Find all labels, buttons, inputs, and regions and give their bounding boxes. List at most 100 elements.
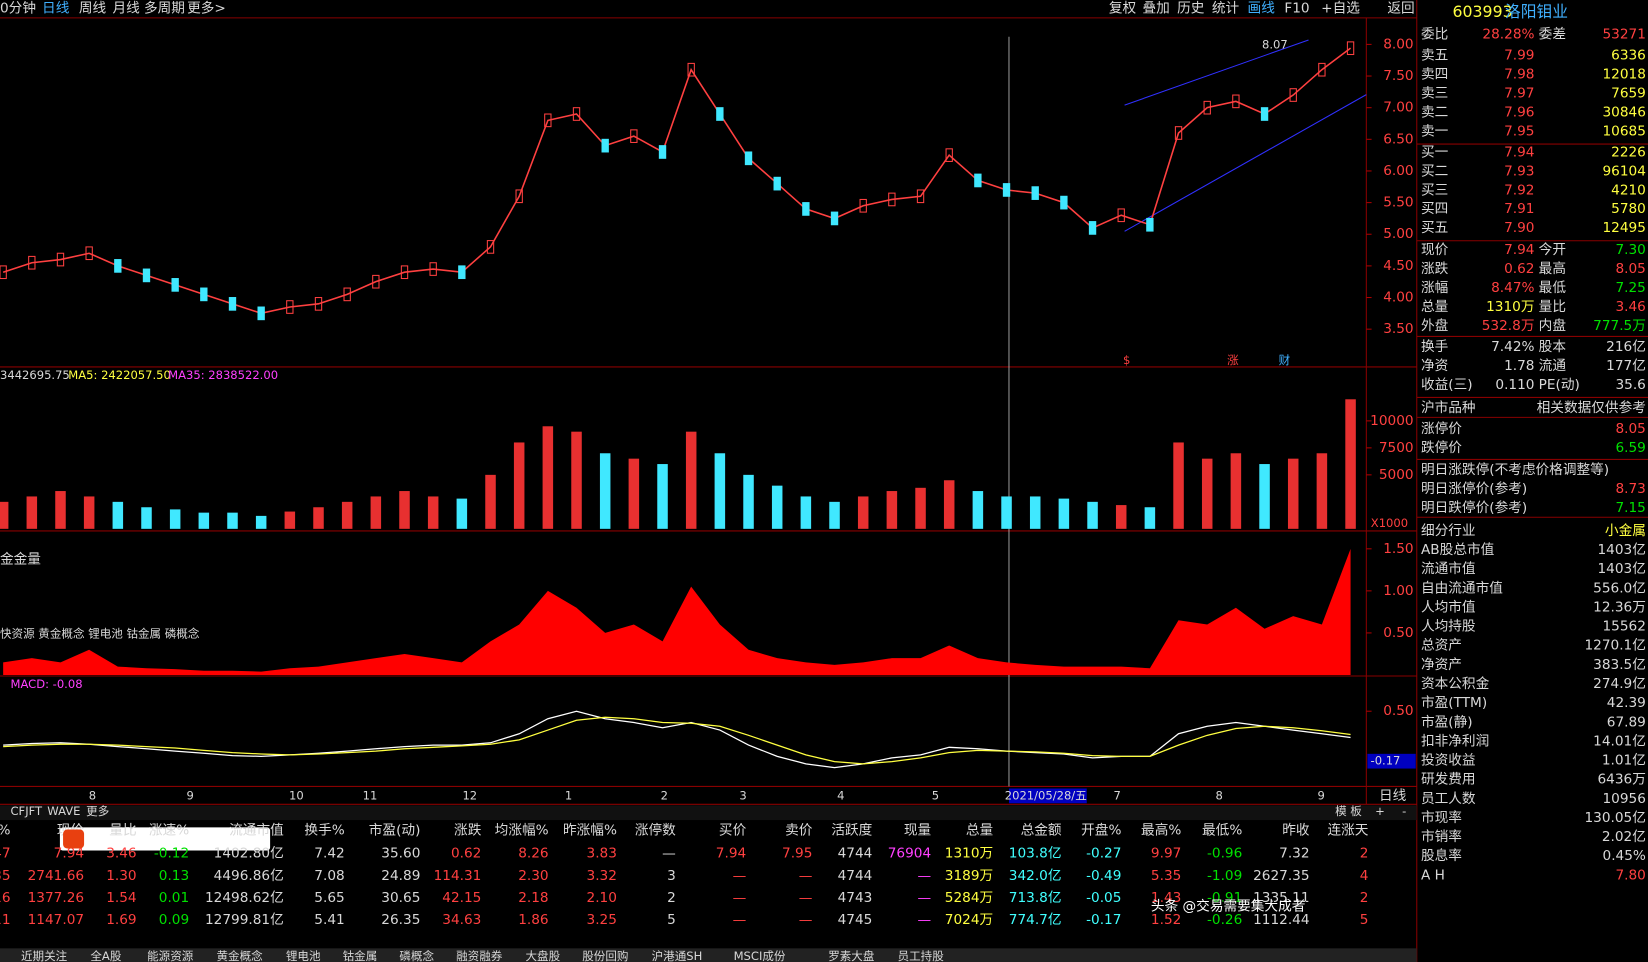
- button[interactable]: 模 板: [1335, 804, 1362, 818]
- table-cell[interactable]: 3.25: [587, 912, 617, 928]
- table-cell[interactable]: 713.8亿: [1009, 890, 1062, 906]
- table-cell[interactable]: —: [662, 846, 676, 862]
- tab[interactable]: 全A股: [90, 949, 121, 962]
- table-cell[interactable]: —: [799, 912, 813, 928]
- table-cell[interactable]: —: [799, 868, 813, 884]
- table-cell[interactable]: 1402.80亿: [214, 846, 284, 862]
- toolbar-button[interactable]: 返回: [1387, 0, 1414, 16]
- table-cell[interactable]: -0.96: [1207, 846, 1242, 862]
- table-cell[interactable]: 30.65: [381, 890, 420, 906]
- table-cell[interactable]: 5284万: [945, 890, 993, 906]
- table-cell[interactable]: 103.8亿: [1009, 846, 1062, 862]
- table-cell[interactable]: 7.95: [782, 846, 812, 862]
- tab[interactable]: 磷概念: [399, 949, 434, 962]
- table-cell[interactable]: 2.30: [518, 868, 548, 884]
- toolbar-button[interactable]: 周线: [79, 0, 107, 16]
- toolbar-button[interactable]: 历史: [1177, 0, 1205, 16]
- table-cell[interactable]: 342.0亿: [1009, 868, 1062, 884]
- table-cell[interactable]: 1.69: [106, 912, 136, 928]
- table-cell[interactable]: 2: [1360, 890, 1369, 906]
- table-cell[interactable]: 2627.35: [1253, 868, 1309, 884]
- tab[interactable]: 沪港通SH: [652, 949, 703, 962]
- table-cell[interactable]: -0.27: [1086, 846, 1121, 862]
- table-cell[interactable]: —: [733, 890, 747, 906]
- table-cell[interactable]: 47: [0, 846, 11, 862]
- table-cell[interactable]: 1.86: [518, 912, 548, 928]
- table-cell[interactable]: 3.46: [106, 846, 136, 862]
- table-cell[interactable]: -0.49: [1086, 868, 1121, 884]
- table-cell[interactable]: 2.18: [518, 890, 548, 906]
- table-cell[interactable]: 26.35: [381, 912, 420, 928]
- table-cell[interactable]: 3.32: [587, 868, 617, 884]
- table-cell[interactable]: —: [799, 890, 813, 906]
- table-cell[interactable]: 774.7亿: [1009, 912, 1062, 928]
- table-cell[interactable]: 7.94: [54, 846, 84, 862]
- table-cell[interactable]: 7.08: [314, 868, 344, 884]
- table-cell[interactable]: 7.94: [716, 846, 746, 862]
- toolbar-button[interactable]: F10: [1284, 0, 1309, 16]
- table-cell[interactable]: 12498.62亿: [205, 890, 284, 906]
- table-cell[interactable]: -0.91: [1207, 890, 1242, 906]
- table-cell[interactable]: 1335.11: [1253, 890, 1309, 906]
- tab[interactable]: 锂电池: [286, 949, 321, 962]
- tab[interactable]: 员工持股: [898, 949, 945, 962]
- table-cell[interactable]: 1.30: [106, 868, 136, 884]
- table-cell[interactable]: —: [733, 868, 747, 884]
- tab[interactable]: 更多: [86, 804, 109, 818]
- table-cell[interactable]: -0.17: [1086, 912, 1121, 928]
- table-cell[interactable]: -0.12: [154, 846, 189, 862]
- table-cell[interactable]: 5.35: [1151, 868, 1181, 884]
- table-cell[interactable]: 2: [1360, 846, 1369, 862]
- table-cell[interactable]: 4744: [838, 846, 873, 862]
- table-cell[interactable]: 5.41: [314, 912, 344, 928]
- tab[interactable]: 钴金属: [343, 949, 378, 962]
- table-cell[interactable]: 24.89: [381, 868, 420, 884]
- tab[interactable]: 融资融券: [456, 949, 503, 962]
- table-cell[interactable]: 5.65: [314, 890, 344, 906]
- table-cell[interactable]: 2741.66: [28, 868, 84, 884]
- tab[interactable]: 黄金概念: [217, 949, 264, 962]
- button[interactable]: -: [1402, 804, 1406, 818]
- table-cell[interactable]: 1377.26: [28, 890, 84, 906]
- table-cell[interactable]: 114.31: [434, 868, 482, 884]
- toolbar-button[interactable]: 0分钟: [0, 0, 36, 16]
- toolbar-button[interactable]: 复权: [1109, 0, 1137, 16]
- toolbar-button[interactable]: 画线: [1248, 0, 1276, 16]
- table-cell[interactable]: 1.54: [106, 890, 136, 906]
- table-cell[interactable]: -1.09: [1207, 868, 1242, 884]
- tab[interactable]: 近期关注: [21, 949, 68, 962]
- toolbar-button[interactable]: 月线: [112, 0, 140, 16]
- table-cell[interactable]: 1.43: [1151, 890, 1181, 906]
- tab[interactable]: 罗素大盘: [828, 949, 875, 962]
- table-cell[interactable]: 11: [0, 912, 11, 928]
- table-cell[interactable]: 35: [0, 868, 11, 884]
- table-cell[interactable]: —: [918, 890, 932, 906]
- table-cell[interactable]: 5: [1360, 912, 1369, 928]
- table-cell[interactable]: -0.05: [1086, 890, 1121, 906]
- tab[interactable]: 股份回购: [582, 949, 628, 962]
- table-cell[interactable]: 5: [667, 912, 676, 928]
- toolbar-button[interactable]: 统计: [1212, 0, 1240, 16]
- table-cell[interactable]: 1.52: [1151, 912, 1181, 928]
- button[interactable]: +: [1375, 804, 1385, 818]
- table-cell[interactable]: 4745: [838, 912, 873, 928]
- table-cell[interactable]: 1310万: [945, 846, 993, 862]
- table-cell[interactable]: 35.60: [381, 846, 420, 862]
- toolbar-button[interactable]: 叠加: [1142, 0, 1169, 16]
- toolbar-button[interactable]: 更多>: [187, 0, 226, 16]
- table-cell[interactable]: 3.83: [587, 846, 617, 862]
- table-cell[interactable]: 7024万: [945, 912, 993, 928]
- table-cell[interactable]: 1112.44: [1253, 912, 1309, 928]
- table-cell[interactable]: 0.62: [451, 846, 481, 862]
- table-cell[interactable]: 12799.81亿: [205, 912, 284, 928]
- table-cell[interactable]: 7.42: [314, 846, 344, 862]
- table-cell[interactable]: 4496.86亿: [214, 868, 284, 884]
- table-cell[interactable]: —: [733, 912, 747, 928]
- table-cell[interactable]: 8.26: [518, 846, 548, 862]
- table-cell[interactable]: 3: [667, 868, 676, 884]
- toolbar-button[interactable]: 日线: [42, 0, 70, 16]
- table-cell[interactable]: -0.26: [1207, 912, 1242, 928]
- table-cell[interactable]: 0.09: [159, 912, 189, 928]
- tab[interactable]: CFJFT: [11, 804, 44, 818]
- toolbar-button[interactable]: +自选: [1321, 0, 1360, 16]
